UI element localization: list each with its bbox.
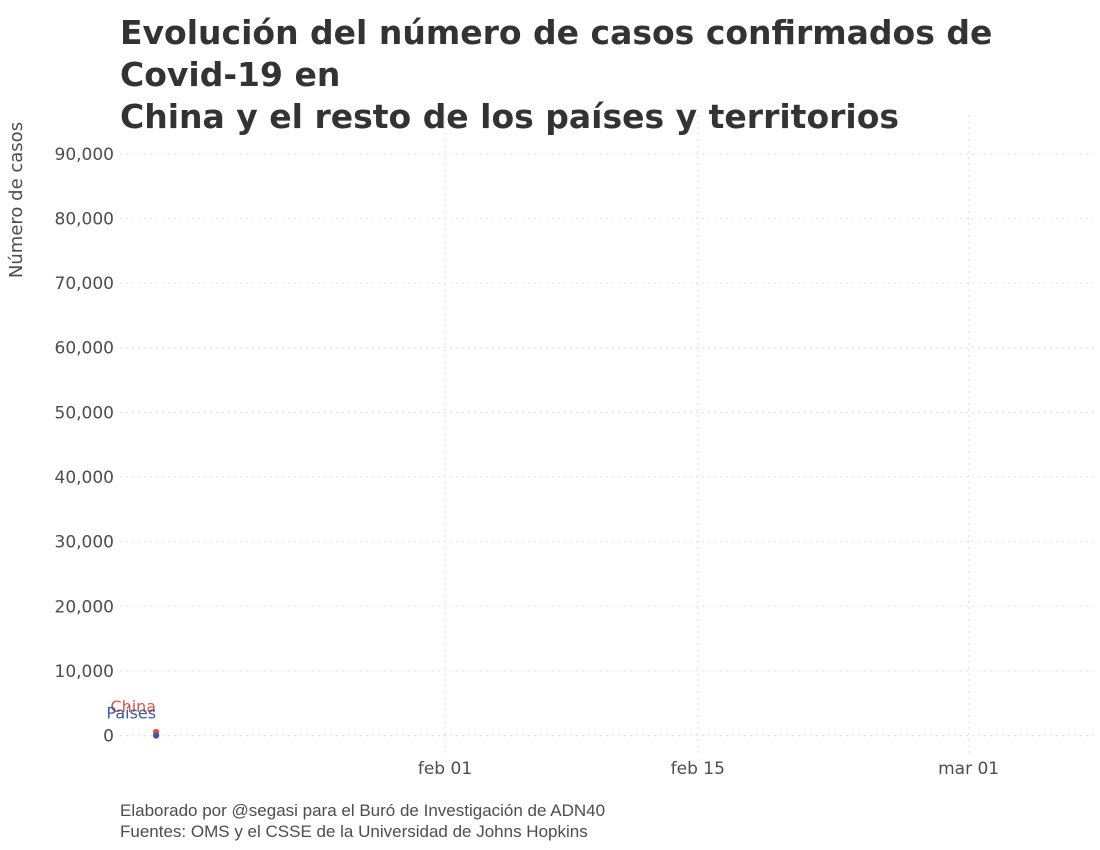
- x-tick-label: feb 01: [418, 759, 472, 779]
- caption-line-1: Elaborado por @segasi para el Buró de In…: [120, 801, 606, 820]
- chart-title: Evolución del número de casos confirmado…: [120, 12, 1080, 138]
- data-point: [152, 732, 160, 739]
- chart-title-line-1: Evolución del número de casos confirmado…: [120, 13, 993, 94]
- y-tick-label: 90,000: [55, 145, 114, 165]
- series-label: Países: [106, 704, 156, 723]
- x-tick-label: mar 01: [938, 759, 999, 779]
- series-label: China: [110, 697, 156, 716]
- x-axis-ticks: feb 01 feb 15 mar 01: [418, 759, 999, 779]
- y-tick-label: 80,000: [55, 209, 114, 229]
- y-tick-label: 0: [103, 727, 114, 747]
- chart-title-line-2: China y el resto de los países y territo…: [120, 97, 900, 136]
- y-axis-title: Número de casos: [6, 122, 27, 278]
- caption-line-2: Fuentes: OMS y el CSSE de la Universidad…: [120, 822, 588, 841]
- series-países: Países: [106, 704, 160, 739]
- y-tick-label: 10,000: [55, 662, 114, 682]
- y-tick-label: 60,000: [55, 339, 114, 359]
- y-tick-label: 50,000: [55, 403, 114, 423]
- caption: Elaborado por @segasi para el Buró de In…: [120, 800, 605, 842]
- y-tick-label: 20,000: [55, 597, 114, 617]
- grid: [120, 115, 1095, 755]
- y-tick-label: 30,000: [55, 533, 114, 553]
- y-tick-label: 70,000: [55, 274, 114, 294]
- x-tick-label: feb 15: [671, 759, 725, 779]
- y-axis-ticks: 0 10,000 20,000 30,000 40,000 50,000 60,000 70,…: [55, 145, 114, 747]
- y-tick-label: 40,000: [55, 468, 114, 488]
- line-chart: 0 10,000 20,000 30,000 40,000 50,000 60,000 70,…: [6, 115, 1095, 779]
